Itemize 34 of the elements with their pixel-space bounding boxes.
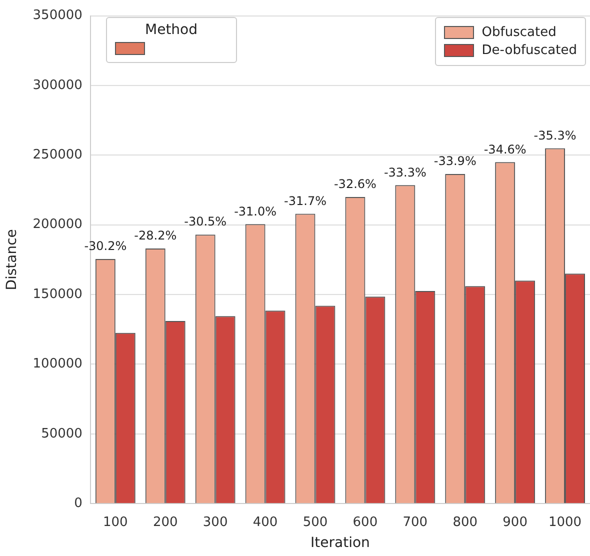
y-tick-label: 150000 xyxy=(32,286,82,302)
x-tick-label: 900 xyxy=(502,514,528,530)
y-tick-label: 250000 xyxy=(32,148,82,163)
legend-label: Obfuscated xyxy=(482,25,556,40)
x-tick-label: 800 xyxy=(452,514,478,530)
x-tick-label: 500 xyxy=(302,514,328,530)
x-tick-label: 600 xyxy=(352,514,378,530)
y-tick-label: 100000 xyxy=(32,356,82,372)
legend-box: Method xyxy=(106,17,237,63)
x-axis-title: Iteration xyxy=(310,535,370,552)
x-tick-label: 700 xyxy=(402,514,428,530)
legend-label: De-obfuscated xyxy=(482,43,577,58)
annotation: -31.7% xyxy=(284,194,326,208)
x-tick-label: 300 xyxy=(202,514,228,530)
annotation: -33.9% xyxy=(434,154,476,168)
x-tick-label: 100 xyxy=(102,514,128,530)
annotation: -28.2% xyxy=(134,228,177,243)
y-tick-label: 50000 xyxy=(41,426,82,442)
legend-title: Method xyxy=(144,22,199,38)
y-axis-title: Distance xyxy=(4,229,20,290)
y-tick-label: 300000 xyxy=(32,78,82,93)
x-tick-label: 200 xyxy=(152,514,178,530)
annotation: -32.6% xyxy=(334,177,376,192)
y-tick-label: 200000 xyxy=(32,217,82,232)
annotation: -34.6% xyxy=(484,142,526,156)
annotation: -30.2% xyxy=(84,239,127,254)
annotation: -35.3% xyxy=(534,128,576,142)
y-tick-label: 350000 xyxy=(32,8,82,24)
x-tick-label: 1000 xyxy=(548,514,582,530)
annotation: -33.3% xyxy=(384,165,426,180)
y-tick-label: 0 xyxy=(74,496,82,511)
x-tick-label: 400 xyxy=(252,514,278,530)
annotation: -31.0% xyxy=(234,204,277,218)
annotation: -30.5% xyxy=(184,214,227,229)
